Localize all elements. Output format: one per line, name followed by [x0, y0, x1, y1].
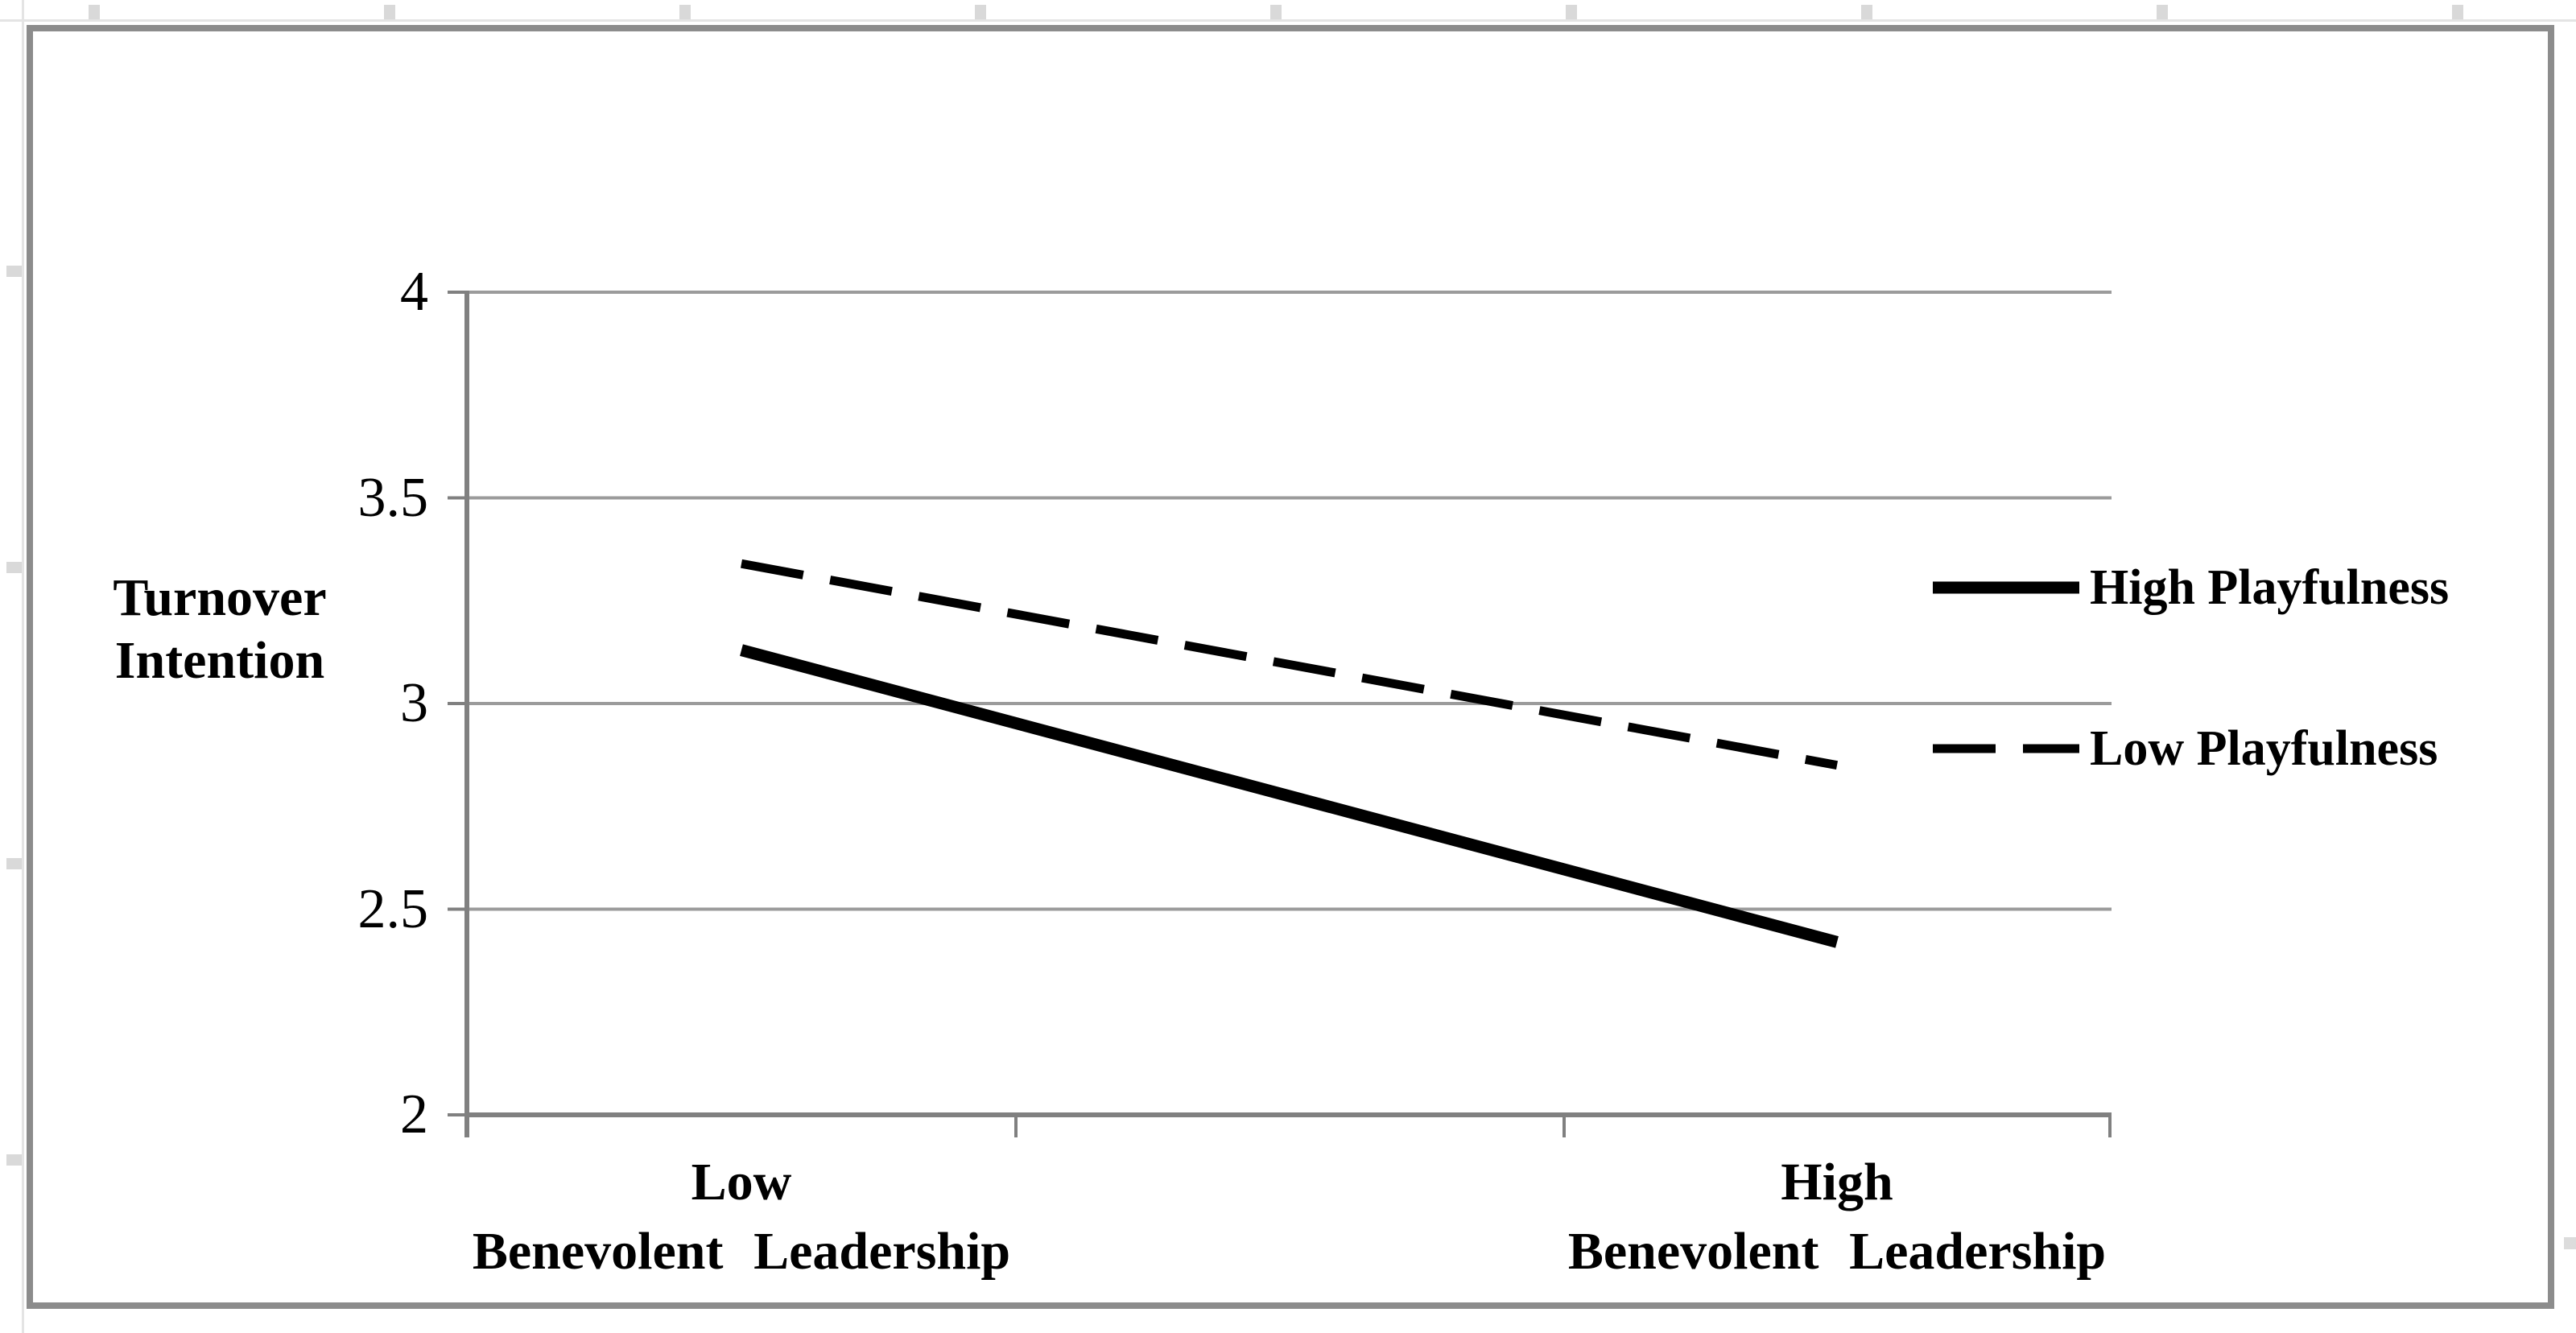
x-axis-label-low: Low Benevolent Leadership: [363, 1148, 1120, 1286]
y-axis-title-line1: Turnover: [113, 568, 327, 627]
x-axis-label-low-line1: Low: [691, 1153, 792, 1211]
sheet-edge-line-top: [0, 19, 2576, 22]
sheet-edge-stub-right: [2564, 1237, 2576, 1249]
y-axis-tick-label-3: 3: [400, 672, 428, 734]
x-axis-label-high: High Benevolent Leadership: [1459, 1148, 2215, 1286]
y-axis-title-line2: Intention: [114, 631, 325, 690]
y-axis-tick-label-2.5: 2.5: [357, 877, 429, 940]
legend-label-high-playfulness: High Playfulness: [2090, 560, 2450, 615]
y-axis-tick-label-3.5: 3.5: [357, 466, 429, 529]
y-axis-tick-label-4: 4: [400, 261, 428, 323]
legend-label-low-playfulness: Low Playfulness: [2090, 721, 2438, 776]
series-line-high-playfulness: [740, 644, 1839, 948]
figure-border: [27, 25, 2554, 1309]
x-axis-label-low-line2: Benevolent Leadership: [472, 1222, 1011, 1281]
sheet-edge-ticks-top: [89, 5, 2576, 21]
sheet-edge-line-left: [22, 0, 24, 1333]
x-axis-label-high-line1: High: [1781, 1153, 1893, 1211]
y-axis-tick-label-2: 2: [400, 1083, 428, 1145]
sheet-edge-ticks-left: [6, 266, 23, 1333]
y-axis-title: Turnover Intention: [87, 567, 353, 692]
series-line-low-playfulness: [741, 559, 1838, 770]
x-axis-label-high-line2: Benevolent Leadership: [1567, 1222, 2107, 1281]
